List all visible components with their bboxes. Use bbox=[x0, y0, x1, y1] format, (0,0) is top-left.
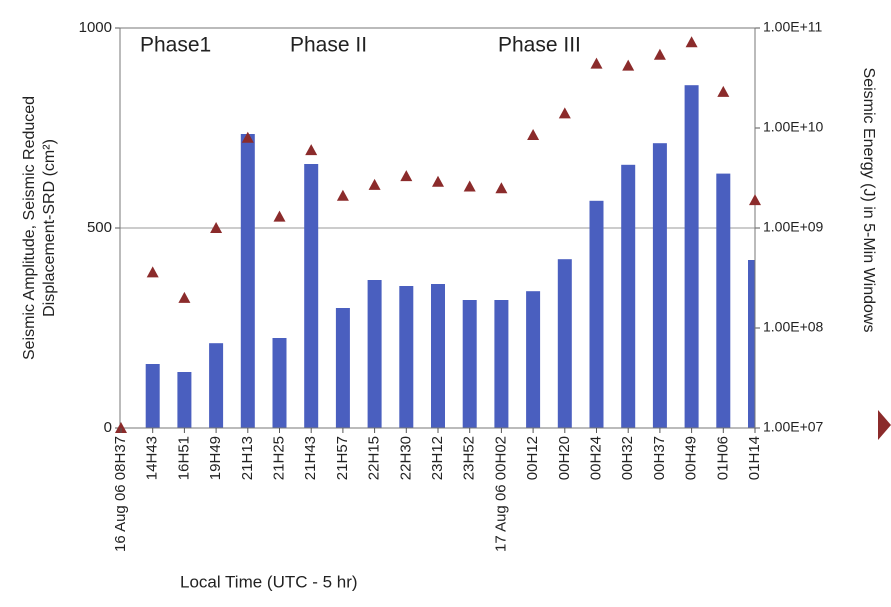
line-marker bbox=[241, 131, 254, 143]
y-tick-label: 500 bbox=[87, 219, 112, 236]
y-tick-label: 0 bbox=[104, 419, 112, 436]
line-marker bbox=[749, 194, 761, 206]
bar bbox=[652, 143, 667, 428]
x-tick-label: 21H25 bbox=[270, 436, 287, 480]
line-marker bbox=[527, 129, 540, 141]
x-tick-label: 00H20 bbox=[556, 436, 573, 480]
x-tick-label: 23H12 bbox=[429, 436, 446, 480]
x-tick-label: 00H12 bbox=[524, 436, 541, 480]
x-tick-label: 01H14 bbox=[746, 436, 763, 480]
line-marker bbox=[305, 144, 318, 156]
y-tick-label: 1000 bbox=[79, 19, 112, 36]
line-marker bbox=[336, 189, 349, 201]
y2-tick-label: 1.00E+11 bbox=[763, 19, 823, 35]
y2-tick-label: 1.00E+10 bbox=[763, 119, 824, 135]
x-tick-label: 00H32 bbox=[619, 436, 636, 480]
line-marker bbox=[653, 48, 666, 60]
x-tick-label: 21H13 bbox=[239, 436, 256, 480]
x-tick-label: 14H43 bbox=[144, 436, 161, 480]
bar bbox=[240, 134, 255, 428]
bar bbox=[304, 164, 319, 428]
bar bbox=[494, 300, 509, 428]
x-tick-label: 00H49 bbox=[683, 436, 700, 480]
line-marker bbox=[146, 266, 159, 278]
x-tick-label: 19H49 bbox=[207, 436, 224, 480]
y2-tick-label: 1.00E+09 bbox=[763, 219, 824, 235]
line-marker bbox=[115, 422, 127, 433]
bar bbox=[145, 364, 160, 428]
line-marker bbox=[463, 180, 476, 192]
y2-axis-label: Seismic Energy (J) in 5-Min Windows bbox=[860, 68, 877, 333]
line-marker bbox=[590, 57, 603, 69]
x-tick-label: 21H43 bbox=[302, 436, 319, 480]
line-marker bbox=[368, 178, 381, 190]
line-marker bbox=[622, 59, 635, 71]
bar bbox=[335, 308, 350, 428]
line-marker bbox=[210, 222, 223, 233]
x-tick-label: 23H52 bbox=[461, 436, 478, 480]
bar bbox=[684, 85, 699, 428]
plot-area bbox=[145, 85, 755, 428]
bar bbox=[367, 280, 382, 428]
x-tick-label: 16 Aug 06 08H37 bbox=[112, 436, 129, 552]
bar bbox=[399, 286, 414, 428]
bar bbox=[272, 338, 287, 428]
line-marker bbox=[717, 85, 730, 97]
bar bbox=[557, 259, 572, 428]
annotation: Phase1 bbox=[140, 34, 211, 57]
bar bbox=[177, 372, 192, 428]
line-marker bbox=[178, 291, 191, 303]
annotation: Phase II bbox=[290, 34, 367, 57]
y2-tick-label: 1.00E+08 bbox=[763, 319, 824, 335]
bar bbox=[748, 260, 755, 428]
line-marker bbox=[432, 175, 444, 187]
line-marker bbox=[273, 210, 286, 222]
x-tick-label: 17 Aug 06 00H02 bbox=[492, 436, 509, 552]
bar bbox=[462, 300, 477, 428]
x-tick-label: 00H37 bbox=[651, 436, 668, 480]
x-tick-label: 00H24 bbox=[587, 436, 604, 480]
bar bbox=[716, 173, 731, 428]
bar bbox=[526, 291, 541, 428]
y2-tick-label: 1.00E+07 bbox=[763, 419, 824, 435]
annotation: Phase III bbox=[498, 34, 581, 57]
line-marker bbox=[495, 182, 508, 194]
x-tick-label: 21H57 bbox=[334, 436, 351, 480]
line-marker bbox=[558, 107, 571, 119]
line-marker bbox=[400, 170, 413, 182]
y-axis-label-line: Displacement-SRD (cm²) bbox=[41, 139, 58, 317]
y-axis-label: Seismic Amplitude, Seismic Reduced Displa… bbox=[21, 96, 58, 360]
x-tick-label: 01H06 bbox=[714, 436, 731, 480]
x-tick-label: 22H15 bbox=[366, 436, 383, 480]
x-axis-label: Local Time (UTC - 5 hr) bbox=[180, 572, 358, 591]
x-tick-label: 22H30 bbox=[397, 436, 414, 480]
x-tick-label: 16H51 bbox=[175, 436, 192, 480]
legend-marker bbox=[878, 410, 891, 440]
bar bbox=[589, 200, 604, 428]
bar bbox=[209, 343, 224, 428]
bar bbox=[621, 164, 636, 428]
line-marker bbox=[685, 36, 698, 48]
bar bbox=[431, 284, 445, 428]
y-axis-label-line: Seismic Amplitude, Seismic Reduced bbox=[21, 96, 38, 360]
